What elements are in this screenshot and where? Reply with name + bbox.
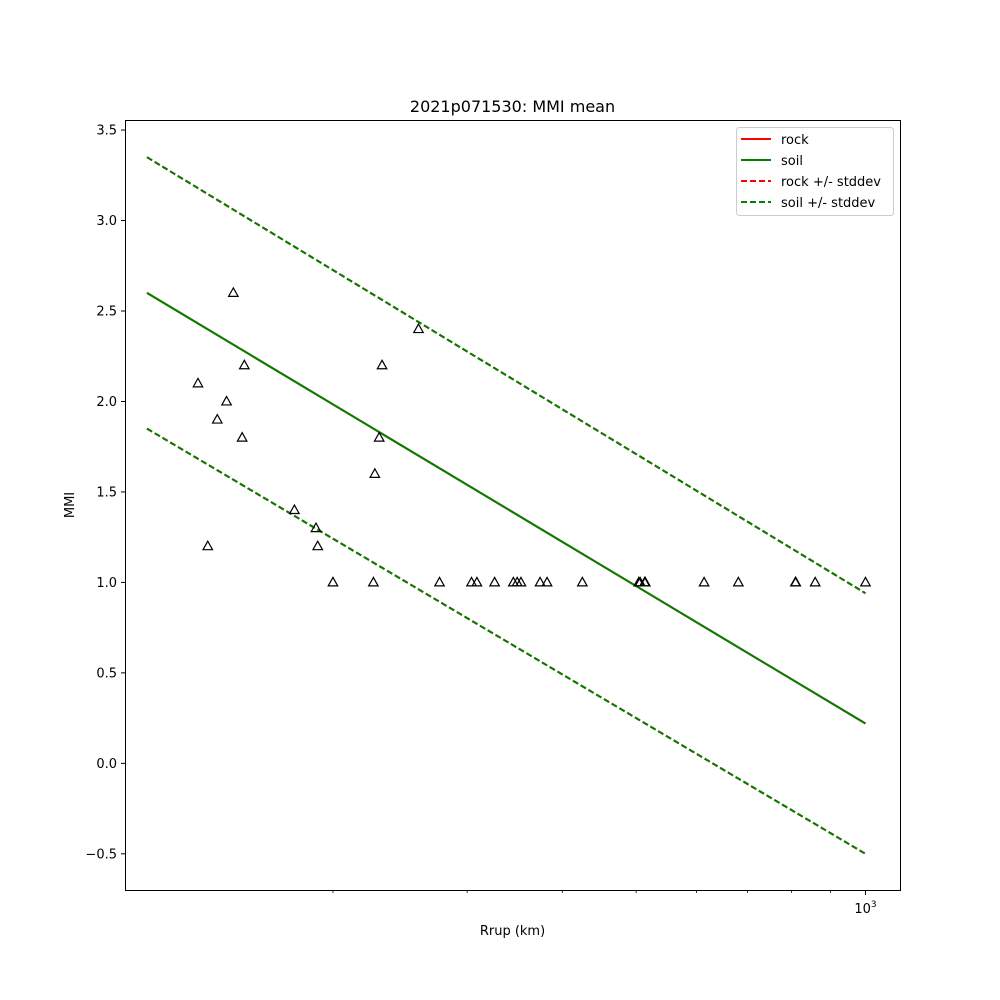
observation-point xyxy=(639,576,652,587)
observation-point xyxy=(698,576,710,587)
observation-point xyxy=(433,576,446,587)
y-tick-label: 2.0 xyxy=(96,395,117,410)
observation-point xyxy=(310,521,322,533)
axes: −0.5 0.0 0.5 1.0 1.5 2.0 2.5 3.0 3.5 103 xyxy=(85,120,901,917)
legend: rock soil rock +/- stddev soil +/- stddev xyxy=(736,127,894,216)
legend-label-rock-stddev: rock +/- stddev xyxy=(781,175,881,190)
y-tick-label: 3.0 xyxy=(96,214,117,229)
observation-point xyxy=(220,395,233,406)
observation-point xyxy=(541,576,553,587)
observation-point xyxy=(488,576,501,587)
observation-point xyxy=(789,576,802,587)
observation-point xyxy=(576,576,589,587)
observation-point xyxy=(373,431,385,442)
legend-label-rock: rock xyxy=(781,133,809,148)
chart-title: 2021p071530: MMI mean xyxy=(410,97,615,116)
y-tick-label: −0.5 xyxy=(85,847,117,862)
x-axis-ticks: 103 xyxy=(332,890,877,917)
soil-stddev-line-upper xyxy=(146,156,866,595)
observation-point xyxy=(809,576,821,587)
observation-point xyxy=(515,576,527,587)
y-tick-label: 1.5 xyxy=(96,485,117,500)
observation-point xyxy=(732,576,745,587)
observation-point xyxy=(534,576,546,587)
observation-point xyxy=(227,286,240,297)
observation-point xyxy=(236,431,248,442)
observation-point xyxy=(202,539,214,551)
observation-point xyxy=(369,467,381,478)
plot-content xyxy=(146,156,872,855)
observation-point xyxy=(192,377,204,388)
y-axis-ticks: −0.5 0.0 0.5 1.0 1.5 2.0 2.5 3.0 3.5 xyxy=(85,124,126,862)
legend-label-soil: soil xyxy=(781,154,803,169)
y-tick-label: 3.5 xyxy=(96,124,117,139)
observation-point xyxy=(412,322,425,334)
y-tick-label: 2.5 xyxy=(96,304,117,319)
y-tick-label: 0.0 xyxy=(96,757,117,772)
observation-point xyxy=(376,359,388,370)
axes-frame xyxy=(125,120,901,891)
x-tick-label: 103 xyxy=(854,900,876,917)
observation-point xyxy=(471,576,483,587)
observation-point xyxy=(211,413,224,424)
legend-label-soil-stddev: soil +/- stddev xyxy=(781,196,876,211)
observation-point xyxy=(311,539,324,551)
y-tick-label: 1.0 xyxy=(96,576,117,591)
legend-box xyxy=(736,127,894,216)
soil-stddev-line-lower xyxy=(146,427,866,855)
x-axis-label: Rrup (km) xyxy=(480,924,545,939)
observation-point xyxy=(238,359,251,370)
soil-line xyxy=(146,292,866,725)
observation-point xyxy=(859,576,872,587)
observation-point xyxy=(288,503,301,515)
y-axis-label: MMI xyxy=(63,492,78,518)
observation-point xyxy=(327,576,339,587)
observation-point xyxy=(367,576,380,587)
y-tick-label: 0.5 xyxy=(96,666,117,681)
